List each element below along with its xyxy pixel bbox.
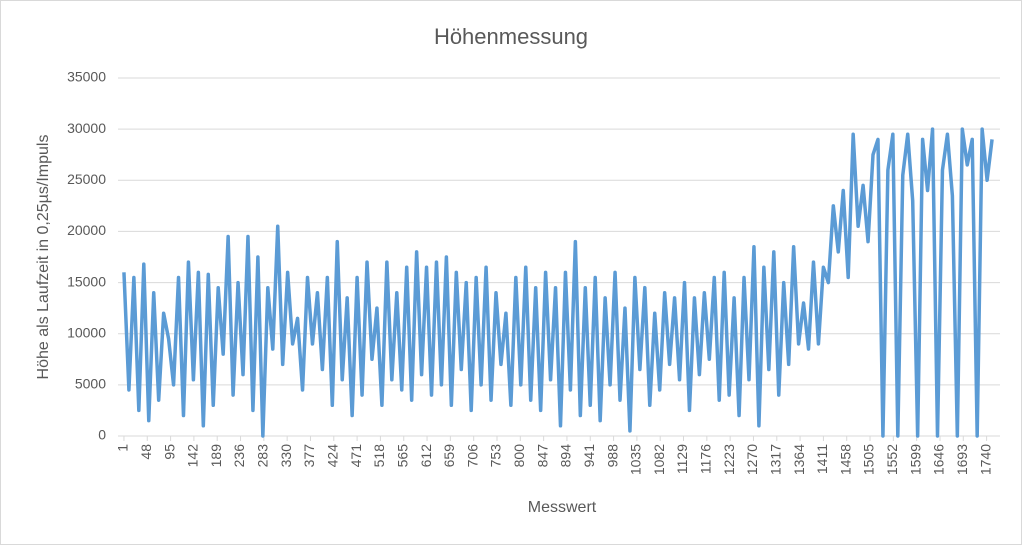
x-tick-label: 1317 (767, 444, 783, 475)
x-tick-label: 800 (511, 444, 527, 468)
y-tick-label: 15000 (67, 273, 106, 289)
data-line (122, 127, 994, 438)
y-tick-label: 0 (98, 427, 106, 443)
chart-title: Höhenmessung (434, 24, 588, 49)
x-tick-label: 236 (231, 444, 247, 468)
x-tick-label: 424 (324, 444, 340, 468)
x-tick-label: 283 (255, 444, 271, 468)
x-tick-label: 659 (441, 444, 457, 468)
x-tick-label: 1223 (721, 444, 737, 475)
x-tick-label: 988 (604, 444, 620, 468)
x-tick-label: 1599 (907, 444, 923, 475)
x-tick-label: 48 (138, 444, 154, 460)
x-tick-label: 1646 (931, 444, 947, 475)
x-tick-label: 1 (115, 444, 131, 452)
x-tick-label: 1270 (744, 444, 760, 475)
x-tick-label: 753 (488, 444, 504, 468)
x-tick-label: 377 (301, 444, 317, 468)
x-tick-label: 1035 (628, 444, 644, 475)
y-tick-label: 30000 (67, 120, 106, 136)
x-tick-label: 565 (394, 444, 410, 468)
x-tick-label: 1458 (837, 444, 853, 475)
x-tick-label: 1082 (651, 444, 667, 475)
y-tick-label: 25000 (67, 171, 106, 187)
x-tick-label: 847 (534, 444, 550, 468)
x-tick-label: 894 (558, 444, 574, 468)
x-tick-label: 706 (464, 444, 480, 468)
x-tick-label: 1129 (674, 444, 690, 474)
y-tick-label: 35000 (67, 69, 106, 85)
x-axis-label: Messwert (528, 499, 597, 516)
x-tick-label: 1176 (698, 444, 714, 474)
x-tick-label: 142 (185, 444, 201, 468)
x-tick-label: 1364 (791, 444, 807, 475)
x-tick-label: 1740 (977, 444, 993, 475)
x-tick-label: 330 (278, 444, 294, 468)
x-tick-label: 471 (348, 444, 364, 468)
x-tick-label: 1505 (861, 444, 877, 475)
y-tick-label: 5000 (75, 376, 106, 392)
x-tick-label: 612 (418, 444, 434, 468)
y-tick-label: 20000 (67, 222, 106, 238)
x-tick-label: 189 (208, 444, 224, 468)
x-tick-label: 518 (371, 444, 387, 468)
x-tick-label: 1693 (954, 444, 970, 475)
y-tick-label: 10000 (67, 324, 106, 340)
y-axis-label: Höhe als Laufzeit in 0,25µs/Impuls (35, 135, 52, 380)
x-tick-label: 1552 (884, 444, 900, 475)
x-tick-label: 95 (161, 444, 177, 460)
x-tick-label: 941 (581, 444, 597, 468)
x-tick-label: 1411 (814, 444, 830, 474)
